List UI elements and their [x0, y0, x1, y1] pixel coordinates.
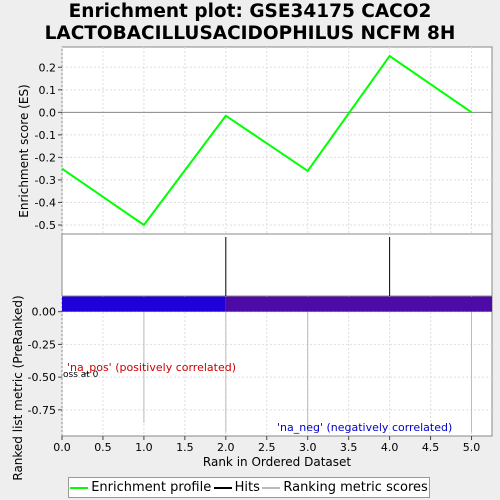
- ranking-panel: [61, 295, 493, 437]
- x-axis-ticks: 0.0 0.5 1.0 1.5 2.0 2.5 3.0 3.5 4.0 4.5 5.0: [53, 436, 480, 454]
- es-ytick-label-7: 0.2: [39, 61, 57, 74]
- rank-ytick-label-3: -0.75: [28, 404, 56, 417]
- xtick-label-7: 3.5: [340, 441, 358, 454]
- es-ytick-label-2: -0.3: [35, 174, 56, 187]
- chart-title-line1: Enrichment plot: GSE34175 CACO2: [68, 1, 432, 22]
- ranking-metric-lines: [143, 311, 473, 433]
- zero-cross-annotation: oss at 0: [63, 370, 99, 380]
- es-ytick-label-4: -0.1: [35, 129, 56, 142]
- es-panel: [61, 46, 493, 235]
- xtick-label-10: 5.0: [463, 441, 481, 454]
- x-axis-label: Rank in Ordered Dataset: [203, 455, 351, 469]
- xtick-label-3: 1.5: [176, 441, 194, 454]
- enrichment-profile-line: [61, 54, 473, 227]
- hits-panel: [61, 233, 493, 297]
- legend-label-ranking: Ranking metric scores: [283, 480, 428, 495]
- es-y-axis-label: Enrichment score (ES): [17, 84, 31, 217]
- ranking-color-bar: [62, 296, 493, 312]
- ranking-bar-segment-0: [62, 296, 226, 312]
- legend-item-hits: Hits: [213, 480, 260, 495]
- es-grid: [61, 47, 492, 234]
- xtick-label-2: 1.0: [135, 441, 153, 454]
- hit-markers: [225, 237, 391, 296]
- legend-item-ranking: Ranking metric scores: [262, 480, 428, 495]
- legend-swatch-ranking: [262, 486, 281, 489]
- legend-label-hits: Hits: [234, 480, 260, 495]
- es-ytick-label-5: 0.0: [39, 106, 57, 119]
- es-ytick-label-6: 0.1: [39, 84, 57, 97]
- legend-item-profile: Enrichment profile: [70, 480, 211, 495]
- legend-swatch-profile: [70, 486, 89, 489]
- chart-title: Enrichment plot: GSE34175 CACO2 LACTOBAC…: [0, 1, 500, 45]
- ranking-bar-segment-1: [225, 296, 493, 312]
- rank-ytick-label-1: -0.25: [28, 338, 56, 351]
- es-ytick-label-3: -0.2: [35, 151, 56, 164]
- xtick-label-6: 3.0: [299, 441, 317, 454]
- rank-ytick-label-0: 0.00: [32, 306, 57, 319]
- xtick-label-8: 4.0: [381, 441, 399, 454]
- rank-ytick-label-2: -0.50: [28, 371, 56, 384]
- ranking-y-ticks: 0.00 -0.25 -0.50 -0.75: [28, 306, 62, 417]
- legend-swatch-hits: [213, 486, 232, 489]
- neg-annotation: 'na_neg' (negatively correlated): [277, 421, 452, 434]
- chart-title-line2: LACTOBACILLUSACIDOPHILUS NCFM 8H: [44, 23, 456, 44]
- es-y-ticks: -0.5 -0.4 -0.3 -0.2 -0.1 0.0 0.1 0.2: [35, 61, 62, 232]
- xtick-label-4: 2.0: [217, 441, 235, 454]
- xtick-label-1: 0.5: [94, 441, 112, 454]
- es-ytick-label-0: -0.5: [35, 219, 56, 232]
- xtick-label-9: 4.5: [422, 441, 440, 454]
- legend-label-profile: Enrichment profile: [91, 480, 212, 495]
- pos-annotation: 'na_pos' (positively correlated): [67, 361, 236, 374]
- es-ytick-label-1: -0.4: [35, 196, 56, 209]
- ranking-y-axis-label: Ranked list metric (PreRanked): [11, 295, 25, 480]
- xtick-label-0: 0.0: [53, 441, 71, 454]
- xtick-label-5: 2.5: [258, 441, 276, 454]
- legend: Enrichment profile Hits Ranking metric s…: [68, 477, 430, 498]
